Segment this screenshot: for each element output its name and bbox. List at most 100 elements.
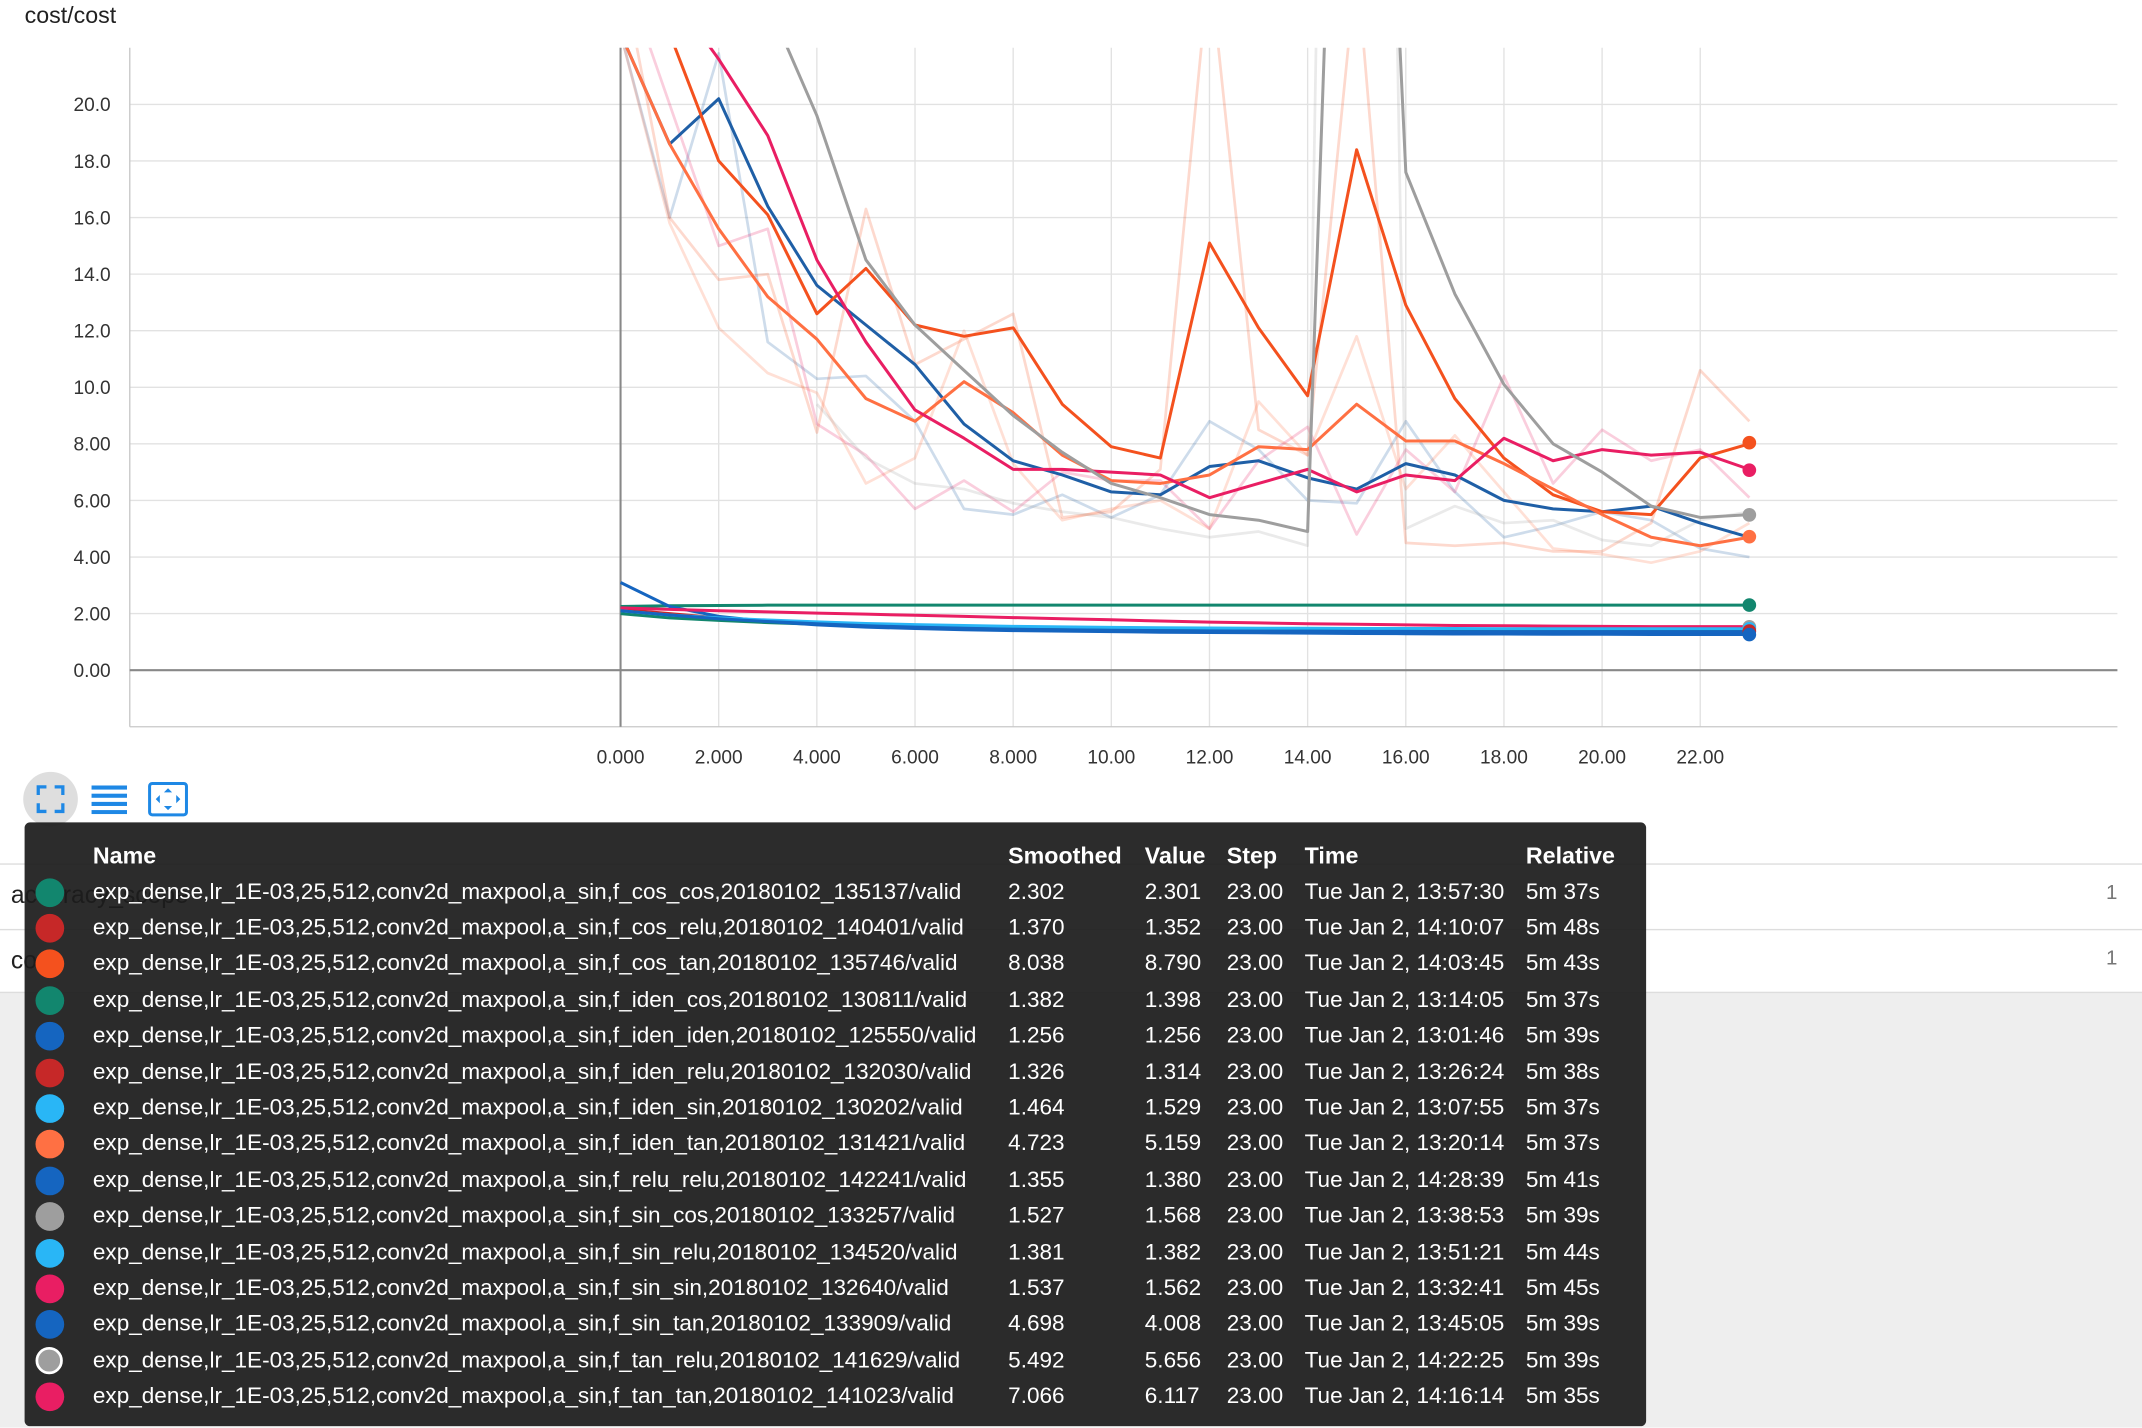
series-color-swatch <box>35 1347 63 1375</box>
relative-time: 5m 41s <box>1525 1167 1600 1193</box>
raw-value: 1.256 <box>1144 1023 1202 1049</box>
y-tick-label: 10.0 <box>73 378 110 399</box>
raw-value: 6.117 <box>1144 1384 1200 1409</box>
series-end-marker <box>1742 627 1757 642</box>
relative-time: 5m 39s <box>1525 1203 1600 1229</box>
x-tick-label: 14.00 <box>1284 748 1332 765</box>
raw-value: 8.790 <box>1144 951 1202 977</box>
step-value: 23.00 <box>1226 1095 1284 1121</box>
expand-chart-button[interactable] <box>23 771 78 827</box>
run-name: exp_dense,lr_1E-03,25,512,conv2d_maxpool… <box>92 1239 958 1265</box>
run-name: exp_dense,lr_1E-03,25,512,conv2d_maxpool… <box>92 951 958 977</box>
series-color-swatch <box>35 877 65 907</box>
run-name: exp_dense,lr_1E-03,25,512,conv2d_maxpool… <box>92 1131 966 1157</box>
time-value: Tue Jan 2, 13:32:41 <box>1304 1275 1505 1301</box>
fit-to-data-icon <box>148 781 188 817</box>
series-smoothed-line <box>708 47 1750 500</box>
header-name: Name <box>92 842 157 869</box>
series-end-marker <box>1742 598 1757 612</box>
smoothed-value: 1.382 <box>1008 987 1065 1013</box>
relative-time: 5m 38s <box>1525 1059 1600 1085</box>
smoothed-value: 2.302 <box>1008 879 1065 904</box>
series-raw-line <box>815 47 1750 548</box>
time-value: Tue Jan 2, 13:45:05 <box>1304 1311 1505 1337</box>
y-tick-label: 2.00 <box>73 604 110 625</box>
group-count: 1 <box>2106 881 2118 905</box>
raw-value: 1.380 <box>1144 1167 1202 1193</box>
time-value: Tue Jan 2, 14:22:25 <box>1304 1347 1505 1373</box>
line-chart[interactable]: 0.00 2.00 4.00 6.00 8.00 10.0 12.0 14.0 16.0 18.0… <box>0 0 2142 765</box>
run-name: exp_dense,lr_1E-03,25,512,conv2d_maxpool… <box>92 1347 961 1373</box>
run-name: exp_dense,lr_1E-03,25,512,conv2d_maxpool… <box>92 1095 963 1121</box>
series-end-marker <box>1742 463 1757 477</box>
tooltip-row: exp_dense,lr_1E-03,25,512,conv2d_maxpool… <box>25 1307 1636 1343</box>
series-smoothed-line <box>785 47 1750 534</box>
relative-time: 5m 37s <box>1525 987 1600 1013</box>
time-value: Tue Jan 2, 13:51:21 <box>1304 1239 1505 1265</box>
series-smoothed-line <box>620 603 1750 609</box>
series-color-swatch <box>35 1382 65 1412</box>
relative-time: 5m 39s <box>1525 1347 1600 1373</box>
step-value: 23.00 <box>1226 1275 1284 1301</box>
series-color-swatch <box>35 1310 65 1340</box>
tooltip-row: exp_dense,lr_1E-03,25,512,conv2d_maxpool… <box>25 1055 1636 1091</box>
y-tick-label: 18.0 <box>73 152 110 173</box>
x-tick-label: 12.00 <box>1186 748 1234 765</box>
smoothed-value: 1.256 <box>1008 1023 1065 1049</box>
run-name: exp_dense,lr_1E-03,25,512,conv2d_maxpool… <box>92 915 964 940</box>
smoothed-value: 4.698 <box>1008 1311 1065 1337</box>
tooltip-row: exp_dense,lr_1E-03,25,512,conv2d_maxpool… <box>25 982 1636 1018</box>
tooltip-row: exp_dense,lr_1E-03,25,512,conv2d_maxpool… <box>25 1343 1636 1379</box>
x-tick-label: 6.000 <box>891 748 939 765</box>
tooltip-row: exp_dense,lr_1E-03,25,512,conv2d_maxpool… <box>25 1018 1636 1054</box>
relative-time: 5m 37s <box>1525 1131 1600 1157</box>
y-tick-label: 20.0 <box>73 95 110 116</box>
smoothed-value: 7.066 <box>1008 1384 1065 1409</box>
y-tick-label: 6.00 <box>73 491 110 512</box>
series-smoothed-line <box>625 47 1750 548</box>
step-value: 23.00 <box>1226 1347 1284 1373</box>
relative-time: 5m 43s <box>1525 951 1600 977</box>
toggle-log-scale-button[interactable] <box>82 772 137 827</box>
header-smoothed: Smoothed <box>1008 842 1122 869</box>
raw-value: 1.562 <box>1144 1275 1202 1301</box>
tooltip-row: exp_dense,lr_1E-03,25,512,conv2d_maxpool… <box>25 1271 1636 1307</box>
relative-time: 5m 45s <box>1525 1275 1600 1301</box>
run-name: exp_dense,lr_1E-03,25,512,conv2d_maxpool… <box>92 879 962 904</box>
x-tick-label: 8.000 <box>989 748 1037 765</box>
series-color-swatch <box>35 1022 65 1051</box>
x-tick-label: 2.000 <box>695 748 743 765</box>
relative-time: 5m 39s <box>1525 1023 1600 1049</box>
tooltip-row: exp_dense,lr_1E-03,25,512,conv2d_maxpool… <box>25 1091 1636 1127</box>
step-value: 23.00 <box>1226 1384 1284 1409</box>
header-time: Time <box>1304 842 1359 869</box>
smoothed-value: 1.326 <box>1008 1059 1065 1085</box>
step-value: 23.00 <box>1226 1131 1284 1157</box>
smoothed-value: 1.464 <box>1008 1095 1065 1121</box>
run-name: exp_dense,lr_1E-03,25,512,conv2d_maxpool… <box>92 1059 972 1085</box>
x-tick-label: 4.000 <box>793 748 841 765</box>
series-smoothed-line <box>673 47 1750 517</box>
header-step: Step <box>1226 842 1278 869</box>
raw-value: 1.352 <box>1144 915 1202 940</box>
y-tick-label: 14.0 <box>73 265 110 286</box>
series-color-swatch <box>35 986 65 1015</box>
step-value: 23.00 <box>1226 879 1284 904</box>
series-raw-line <box>635 47 1751 553</box>
x-tick-label: 10.00 <box>1087 748 1135 765</box>
header-value: Value <box>1144 842 1206 869</box>
raw-value: 1.529 <box>1144 1095 1202 1121</box>
smoothed-value: 1.355 <box>1008 1167 1065 1193</box>
plot-area <box>619 47 1751 637</box>
fullscreen-icon <box>36 785 65 814</box>
raw-value: 4.008 <box>1144 1311 1202 1337</box>
series-color-swatch <box>35 950 65 979</box>
run-name: exp_dense,lr_1E-03,25,512,conv2d_maxpool… <box>92 1384 954 1409</box>
fit-domain-button[interactable] <box>141 772 196 827</box>
chart-title: cost/cost <box>24 2 117 29</box>
raw-value: 5.656 <box>1144 1347 1202 1373</box>
series-color-swatch <box>35 1094 65 1123</box>
run-name: exp_dense,lr_1E-03,25,512,conv2d_maxpool… <box>92 1275 949 1301</box>
series-end-marker <box>1742 508 1757 522</box>
x-tick-label: 18.00 <box>1480 748 1528 765</box>
